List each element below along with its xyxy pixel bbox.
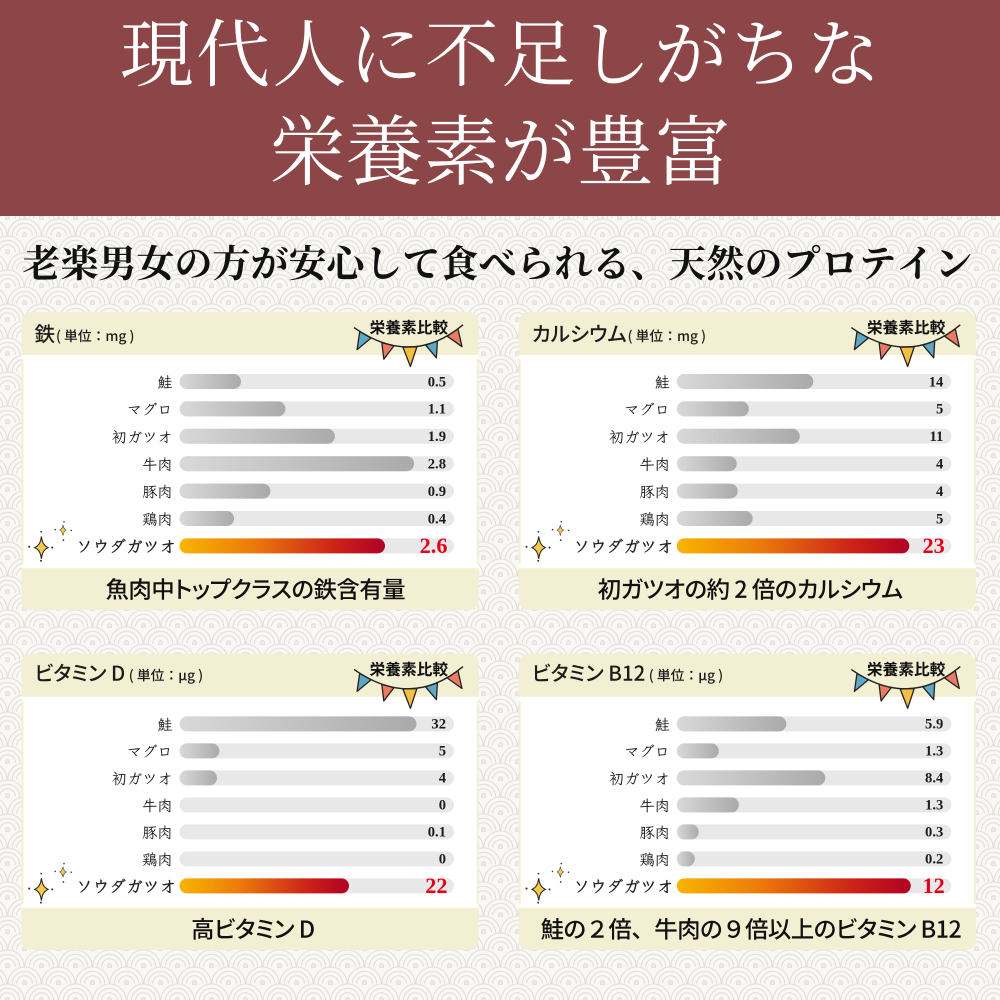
svg-text:2.8: 2.8 — [428, 457, 446, 473]
svg-text:32: 32 — [431, 717, 446, 733]
svg-text:0: 0 — [439, 852, 446, 868]
svg-text:1.1: 1.1 — [428, 402, 446, 418]
svg-text:4: 4 — [936, 457, 944, 473]
svg-text:0.9: 0.9 — [428, 484, 446, 500]
svg-text:5: 5 — [936, 402, 943, 418]
svg-text:23: 23 — [923, 533, 945, 558]
svg-text:5.9: 5.9 — [925, 717, 943, 733]
svg-text:22: 22 — [425, 873, 447, 898]
svg-text:11: 11 — [930, 429, 944, 445]
svg-text:2.6: 2.6 — [420, 533, 448, 558]
svg-text:0.4: 0.4 — [428, 511, 447, 527]
svg-text:14: 14 — [929, 374, 944, 390]
svg-text:5: 5 — [439, 744, 446, 760]
svg-text:1.3: 1.3 — [925, 798, 943, 814]
svg-text:12: 12 — [923, 873, 945, 898]
svg-text:0.1: 0.1 — [428, 825, 446, 841]
svg-text:8.4: 8.4 — [925, 771, 944, 787]
svg-text:0: 0 — [439, 798, 446, 814]
svg-text:1.3: 1.3 — [925, 744, 943, 760]
svg-text:1.9: 1.9 — [428, 429, 446, 445]
svg-text:0.3: 0.3 — [925, 825, 943, 841]
svg-text:4: 4 — [936, 484, 944, 500]
svg-text:4: 4 — [439, 771, 447, 787]
svg-text:0.5: 0.5 — [428, 374, 446, 390]
svg-text:0.2: 0.2 — [925, 852, 943, 868]
svg-text:5: 5 — [936, 511, 943, 527]
